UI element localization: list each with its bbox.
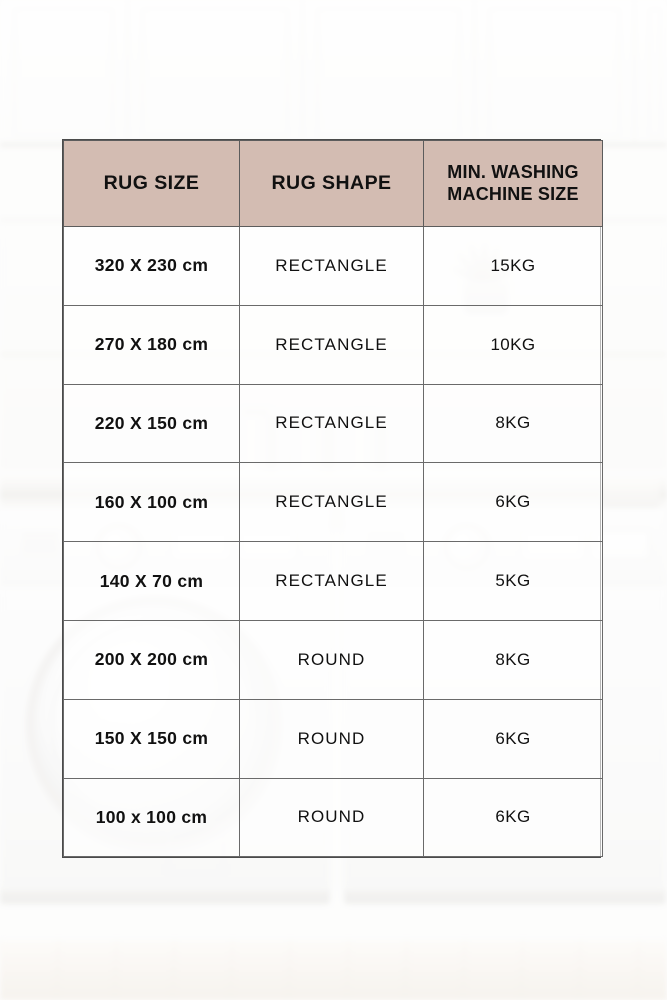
table-row: 140 X 70 cm RECTANGLE 5KG [63,541,603,621]
machine-size-header-line2: MACHINE SIZE [447,183,579,204]
cell-rug-size: 270 X 180 cm [63,304,240,385]
cell-rug-size: 160 X 100 cm [63,462,240,543]
cell-machine-size: 6KG [423,777,603,858]
table-row: 320 X 230 cm RECTANGLE 15KG [63,226,603,306]
cell-machine-size: 15KG [423,226,603,306]
cell-rug-shape: ROUND [239,777,424,858]
column-header-rug-shape: RUG SHAPE [239,140,424,227]
table-row: 270 X 180 cm RECTANGLE 10KG [63,304,603,385]
cell-rug-shape: ROUND [239,619,424,700]
table-row: 220 X 150 cm RECTANGLE 8KG [63,383,603,464]
cabinet-door [128,0,303,142]
table-row: 200 X 200 cm ROUND 8KG [63,619,603,700]
cabinet-door [475,0,635,142]
cell-machine-size: 10KG [423,304,603,385]
column-header-machine-size: MIN. WASHING MACHINE SIZE [423,140,603,227]
column-header-rug-size: RUG SIZE [63,140,240,227]
cell-rug-size: 100 x 100 cm [63,777,240,858]
cabinet-door [635,0,667,142]
table-row: 100 x 100 cm ROUND 6KG [63,777,603,858]
appliance-base [344,890,666,904]
cell-machine-size: 8KG [423,619,603,700]
wood-floor [0,940,667,1000]
cell-machine-size: 6KG [423,462,603,543]
cell-rug-shape: RECTANGLE [239,226,424,306]
table-row: 150 X 150 cm ROUND 6KG [63,698,603,779]
table-header-row: RUG SIZE RUG SHAPE MIN. WASHING MACHINE … [63,140,603,227]
cell-rug-shape: RECTANGLE [239,383,424,464]
cell-rug-size: 150 X 150 cm [63,698,240,779]
cell-rug-shape: RECTANGLE [239,462,424,543]
cell-machine-size: 5KG [423,541,603,621]
machine-size-header-line1: MIN. WASHING [447,162,579,183]
appliance-base [0,890,330,904]
cell-rug-size: 220 X 150 cm [63,383,240,464]
laundry-basket [602,478,660,512]
cell-rug-shape: RECTANGLE [239,304,424,385]
cell-rug-size: 200 X 200 cm [63,619,240,700]
cell-rug-shape: RECTANGLE [239,541,424,621]
cell-rug-shape: ROUND [239,698,424,779]
cell-machine-size: 8KG [423,383,603,464]
cabinet-door [303,0,475,142]
rug-size-table: RUG SIZE RUG SHAPE MIN. WASHING MACHINE … [62,139,603,859]
cell-rug-size: 140 X 70 cm [63,541,240,621]
cell-rug-size: 320 X 230 cm [63,226,240,306]
table-row: 160 X 100 cm RECTANGLE 6KG [63,462,603,543]
cell-machine-size: 6KG [423,698,603,779]
cabinet-door [0,0,128,142]
